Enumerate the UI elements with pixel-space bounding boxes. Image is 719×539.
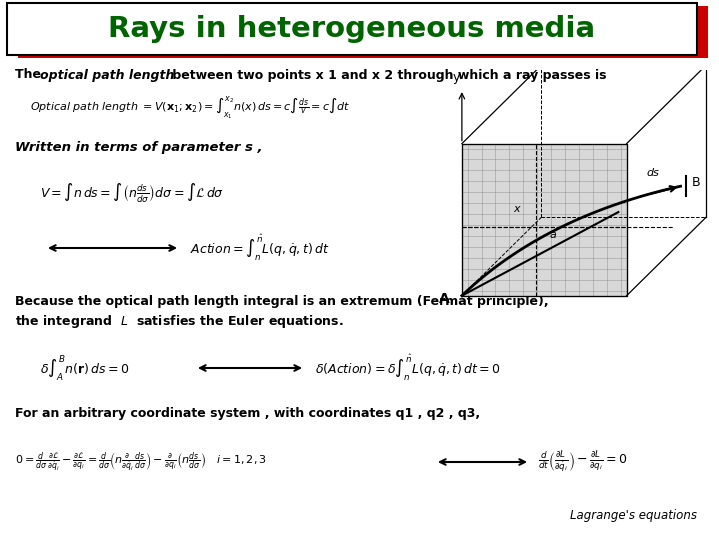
Text: $\delta(Action) = \delta\int_{n}^{\hat{n}} L(q,\dot{q},t)\,dt = 0$: $\delta(Action) = \delta\int_{n}^{\hat{n… [315, 353, 501, 383]
FancyBboxPatch shape [18, 6, 708, 58]
Text: x: x [513, 204, 520, 214]
Text: $\delta\int_{A}^{B} n(\mathbf{r})\,ds = 0$: $\delta\int_{A}^{B} n(\mathbf{r})\,ds = … [40, 353, 129, 383]
Text: a: a [550, 230, 557, 240]
Text: between two points x 1 and x 2 through which a ray passes is: between two points x 1 and x 2 through w… [168, 68, 607, 81]
Text: ds: ds [646, 168, 659, 178]
Text: Optical path length $= V(\mathbf{x}_1; \mathbf{x}_2) = \int_{x_1}^{x_2} n(x)\,ds: Optical path length $= V(\mathbf{x}_1; \… [30, 94, 350, 121]
Text: A: A [439, 292, 450, 306]
Text: $Action = \int_{n}^{\hat{n}} L(q,\dot{q},t)\,dt$: $Action = \int_{n}^{\hat{n}} L(q,\dot{q}… [190, 233, 329, 263]
Text: Written in terms of parameter s ,: Written in terms of parameter s , [15, 142, 262, 155]
Polygon shape [462, 144, 626, 296]
Text: y: y [452, 71, 460, 84]
Text: optical path length: optical path length [40, 68, 175, 81]
Text: Lagrange's equations: Lagrange's equations [570, 508, 697, 522]
Text: $\frac{d}{dt}\left(\frac{\partial L}{\partial \dot{q}_i}\right) - \frac{\partial: $\frac{d}{dt}\left(\frac{\partial L}{\pa… [538, 450, 628, 474]
Text: $0 = \frac{d}{d\sigma}\frac{\partial \mathcal{L}}{\partial \dot{q}_i} - \frac{\p: $0 = \frac{d}{d\sigma}\frac{\partial \ma… [15, 450, 267, 474]
Text: The: The [15, 68, 45, 81]
Text: Because the optical path length integral is an extremum (Fermat principle),: Because the optical path length integral… [15, 295, 549, 308]
Text: the integrand  $L$  satisfies the Euler equations.: the integrand $L$ satisfies the Euler eq… [15, 314, 344, 330]
Text: For an arbitrary coordinate system , with coordinates q1 , q2 , q3,: For an arbitrary coordinate system , wit… [15, 407, 480, 420]
Text: $V = \int n\,ds = \int \left(n\frac{ds}{d\sigma}\right)d\sigma = \int \mathcal{L: $V = \int n\,ds = \int \left(n\frac{ds}{… [40, 181, 224, 205]
Text: B: B [692, 176, 700, 189]
Text: Rays in heterogeneous media: Rays in heterogeneous media [109, 15, 595, 43]
FancyBboxPatch shape [7, 3, 697, 55]
